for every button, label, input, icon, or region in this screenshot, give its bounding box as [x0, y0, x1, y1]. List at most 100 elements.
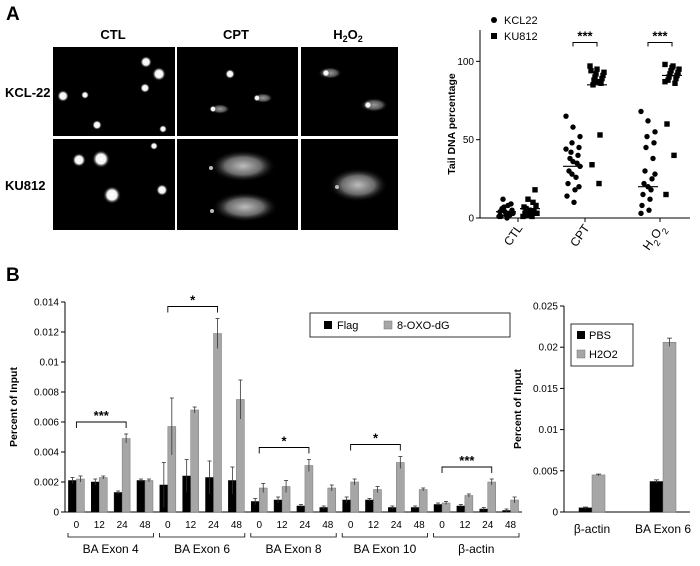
- point-ku812: [676, 66, 682, 72]
- group-label: BA Exon 8: [265, 542, 321, 556]
- point-kcl22: [569, 140, 575, 146]
- timepoint-label: 48: [231, 520, 243, 531]
- significance-bracket: [167, 306, 218, 313]
- y-tick-label: 0.01: [40, 358, 60, 369]
- point-kcl22: [645, 118, 651, 124]
- point-ku812: [599, 75, 605, 82]
- group-bracket: [433, 533, 520, 538]
- y-tick-label: 0.004: [34, 448, 59, 459]
- micrograph-ku812-ctl: [53, 139, 175, 230]
- micrograph-kcl22-h2o2: [301, 47, 398, 136]
- point-ku812: [601, 69, 607, 75]
- bar-h2o2: [591, 474, 606, 513]
- bar-flag: [136, 480, 146, 513]
- point-ku812: [589, 162, 595, 168]
- x-tick-label: CPT: [567, 221, 593, 249]
- timepoint-label: 24: [482, 520, 494, 531]
- point-ku812: [521, 204, 527, 210]
- point-ku812: [534, 210, 540, 216]
- y-tick-label: 0: [468, 214, 474, 225]
- y-tick-label: 0.025: [533, 302, 558, 313]
- timepoint-label: 48: [322, 520, 334, 531]
- point-kcl22: [570, 124, 576, 130]
- point-kcl22: [652, 129, 658, 135]
- micrograph-ku812-cpt: [177, 139, 298, 230]
- point-ku812: [665, 77, 671, 83]
- y-tick-label: 0.01: [539, 425, 559, 436]
- y-tick-label: 0.002: [34, 478, 59, 489]
- point-kcl22: [646, 207, 652, 213]
- col-label-ctl: CTL: [100, 27, 125, 42]
- timepoint-label: 0: [256, 520, 262, 531]
- legend-box: [309, 312, 511, 338]
- point-ku812: [532, 187, 538, 193]
- col-label-h2o2: H2O2: [333, 27, 363, 44]
- point-ku812: [592, 74, 598, 80]
- significance-bracket: [572, 42, 598, 47]
- row-label-ku812: KU812: [5, 178, 45, 193]
- micrograph-kcl22-ctl: [53, 47, 175, 136]
- point-kcl22: [640, 191, 646, 198]
- y-tick-label: 100: [457, 57, 474, 68]
- point-kcl22: [505, 202, 511, 209]
- point-kcl22: [643, 144, 649, 151]
- point-kcl22: [641, 180, 647, 187]
- point-kcl22: [576, 144, 582, 151]
- point-ku812: [667, 71, 673, 77]
- point-kcl22: [563, 113, 569, 119]
- legend-label-ku812: KU812: [504, 31, 538, 43]
- x-tick-label: H2O2: [640, 222, 671, 255]
- significance-bracket: [647, 42, 673, 47]
- point-kcl22: [642, 168, 648, 174]
- point-kcl22: [500, 196, 506, 202]
- legend-label-kcl22: KCL22: [504, 15, 538, 27]
- timepoint-label: 0: [348, 520, 354, 531]
- timepoint-label: 12: [185, 520, 197, 531]
- timepoint-label: 12: [277, 520, 289, 531]
- point-ku812: [531, 209, 537, 215]
- timepoint-label: 0: [165, 520, 171, 531]
- legend-label-flag: Flag: [337, 320, 358, 332]
- micrograph-kcl22-cpt: [177, 47, 298, 136]
- point-ku812: [662, 61, 668, 68]
- point-ku812: [591, 77, 597, 83]
- point-ku812: [594, 66, 600, 72]
- point-kcl22: [652, 171, 658, 177]
- y-tick-label: 0.006: [34, 418, 59, 429]
- point-ku812: [600, 72, 606, 79]
- bar-8-oxo-dg: [327, 487, 337, 513]
- point-ku812: [670, 63, 676, 69]
- significance-bracket: [75, 421, 127, 428]
- timepoint-label: 0: [74, 520, 80, 531]
- percent-input-small-bar-chart: 0 0.005 0.01 0.015 0.02 0.025 Percent of Input…: [512, 302, 691, 537]
- point-ku812: [525, 196, 531, 202]
- point-kcl22: [651, 140, 657, 146]
- legend-swatch-flag: [324, 321, 332, 329]
- group-label: BA Exon 10: [354, 542, 417, 556]
- point-kcl22: [564, 193, 570, 199]
- row-label-kcl22: KCL-22: [5, 85, 51, 100]
- significance-label: ***: [94, 408, 110, 423]
- bar-flag: [91, 481, 100, 513]
- panel-b-letter: B: [6, 265, 20, 286]
- bar-8-oxo-dg: [304, 465, 314, 513]
- group-bracket: [250, 533, 337, 538]
- legend-marker-ku812: [491, 33, 497, 39]
- timepoint-label: 0: [439, 520, 445, 531]
- bar-8-oxo-dg: [373, 489, 382, 513]
- bar-8-oxo-dg: [99, 477, 108, 513]
- bar-8-oxo-dg: [487, 481, 496, 513]
- significance-label: ***: [459, 453, 475, 468]
- bar-h2o2: [662, 342, 677, 513]
- bar-flag: [365, 499, 374, 513]
- panel-a-letter: A: [6, 4, 20, 25]
- point-kcl22: [573, 174, 579, 180]
- point-kcl22: [570, 158, 576, 165]
- bar-8-oxo-dg: [144, 480, 154, 513]
- col-label-cpt: CPT: [223, 27, 249, 42]
- group-label: BA Exon 4: [83, 542, 139, 556]
- point-ku812: [675, 69, 681, 75]
- group-bracket: [159, 533, 246, 538]
- point-kcl22: [504, 215, 510, 221]
